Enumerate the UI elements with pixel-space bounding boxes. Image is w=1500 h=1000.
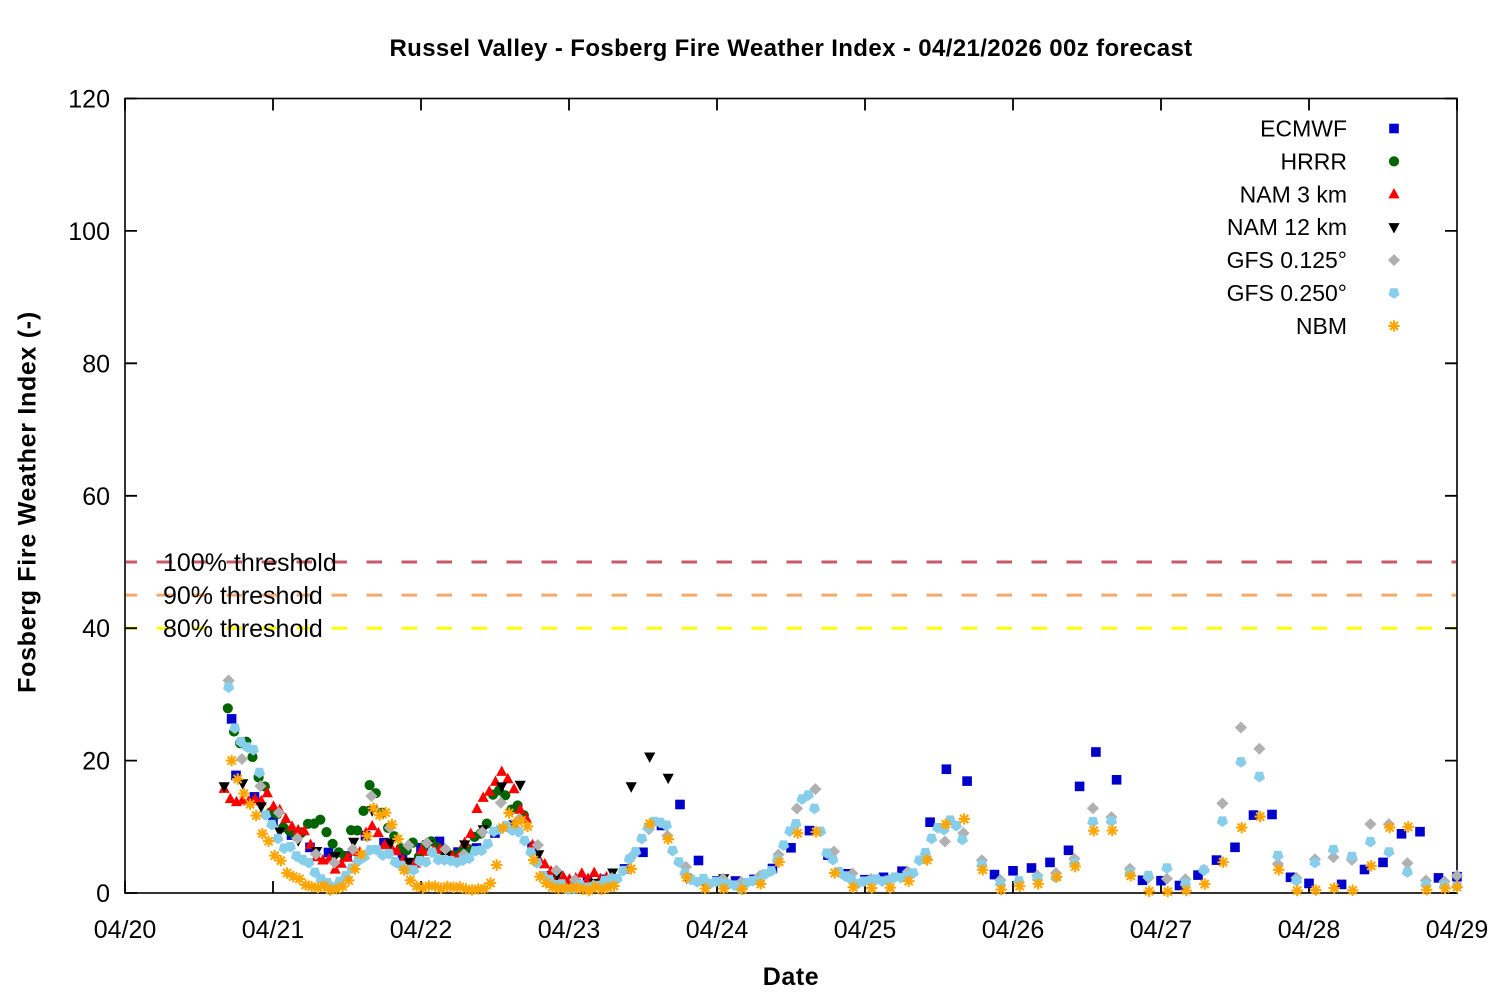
svg-text:Russel Valley - Fosberg Fire W: Russel Valley - Fosberg Fire Weather Ind… xyxy=(389,35,1192,62)
svg-text:04/24: 04/24 xyxy=(686,916,749,944)
svg-text:GFS 0.125°: GFS 0.125° xyxy=(1227,247,1347,273)
svg-text:Date: Date xyxy=(763,963,820,991)
svg-text:NAM 3 km: NAM 3 km xyxy=(1240,181,1347,207)
svg-text:Fosberg Fire Weather Index (-): Fosberg Fire Weather Index (-) xyxy=(14,311,42,693)
svg-text:100% threshold: 100% threshold xyxy=(163,549,337,577)
svg-text:ECMWF: ECMWF xyxy=(1260,116,1347,142)
svg-text:04/29: 04/29 xyxy=(1426,916,1489,944)
svg-text:04/25: 04/25 xyxy=(834,916,897,944)
svg-text:04/27: 04/27 xyxy=(1130,916,1193,944)
svg-text:04/22: 04/22 xyxy=(390,916,453,944)
svg-text:04/26: 04/26 xyxy=(982,916,1045,944)
svg-text:GFS 0.250°: GFS 0.250° xyxy=(1227,280,1347,306)
svg-text:20: 20 xyxy=(82,748,110,776)
svg-text:HRRR: HRRR xyxy=(1281,148,1347,174)
svg-text:90% threshold: 90% threshold xyxy=(163,582,323,610)
svg-text:100: 100 xyxy=(68,218,110,246)
svg-text:120: 120 xyxy=(68,86,110,114)
svg-text:04/28: 04/28 xyxy=(1278,916,1341,944)
svg-text:60: 60 xyxy=(82,483,110,511)
svg-text:04/21: 04/21 xyxy=(242,916,305,944)
svg-text:80: 80 xyxy=(82,350,110,378)
svg-text:04/20: 04/20 xyxy=(94,916,157,944)
svg-text:80% threshold: 80% threshold xyxy=(163,615,323,643)
svg-text:04/23: 04/23 xyxy=(538,916,601,944)
svg-text:0: 0 xyxy=(96,880,110,908)
svg-text:NAM 12 km: NAM 12 km xyxy=(1227,214,1347,240)
svg-text:40: 40 xyxy=(82,615,110,643)
svg-text:NBM: NBM xyxy=(1296,313,1347,339)
